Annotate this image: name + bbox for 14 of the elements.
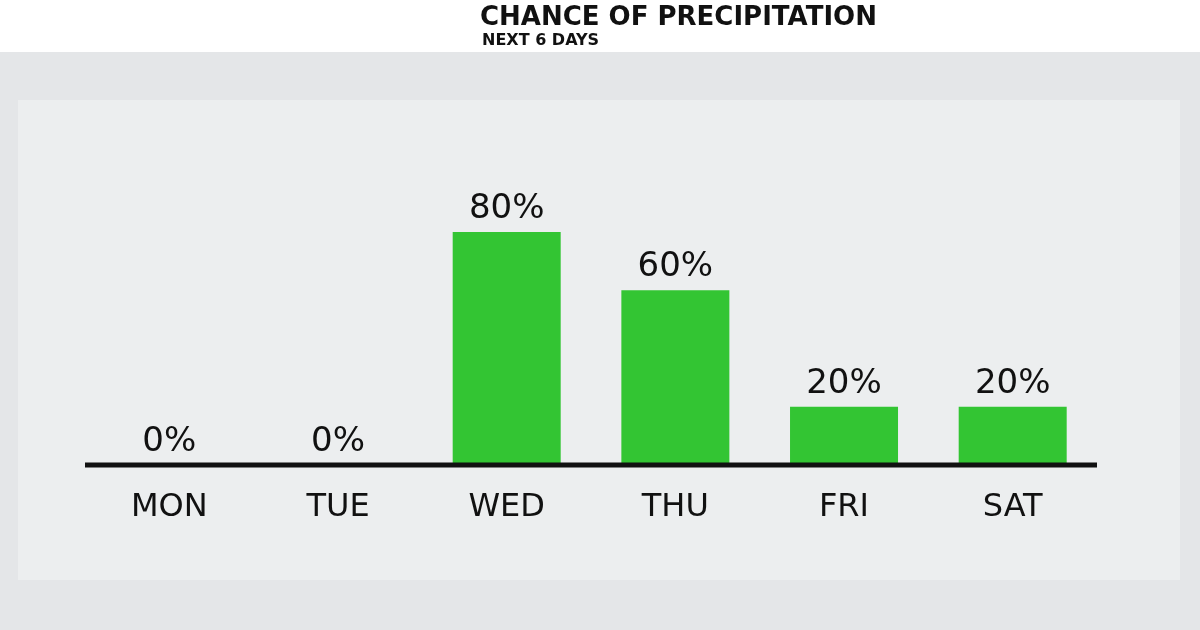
x-tick-label: MON bbox=[130, 485, 208, 524]
x-tick-label: TUE bbox=[305, 485, 370, 524]
x-tick-label: SAT bbox=[982, 485, 1044, 524]
data-label: 0% bbox=[311, 419, 365, 459]
data-label: 20% bbox=[806, 360, 882, 401]
x-tick-label: FRI bbox=[818, 485, 870, 524]
data-label: 0% bbox=[142, 419, 197, 459]
data-label: 20% bbox=[974, 360, 1051, 401]
chart-subtitle: NEXT 6 DAYS bbox=[482, 30, 600, 49]
chart-title: CHANCE OF PRECIPITATION bbox=[480, 1, 877, 31]
data-label: 60% bbox=[637, 244, 714, 285]
x-tick-label: WED bbox=[468, 485, 545, 524]
data-label: 80% bbox=[468, 186, 545, 226]
x-tick-label: THU bbox=[640, 485, 709, 524]
